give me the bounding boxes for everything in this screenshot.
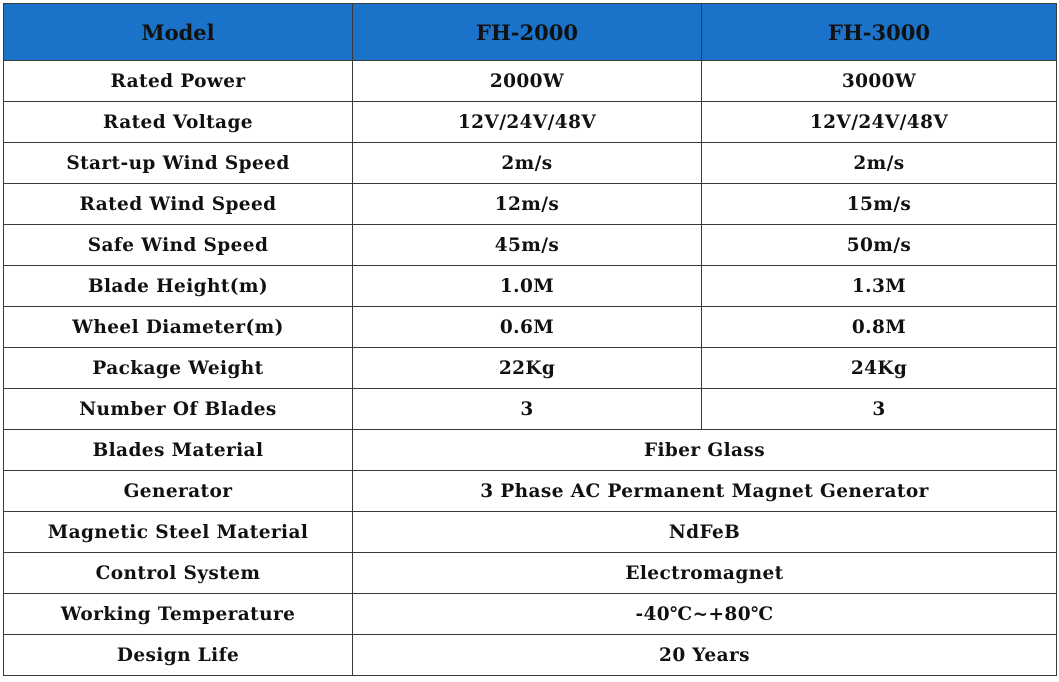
table-row: Rated Wind Speed 12m/s 15m/s xyxy=(3,183,1057,225)
row-label: Start-up Wind Speed xyxy=(3,142,353,184)
table-row-merged: Control System Electromagnet xyxy=(3,552,1057,594)
fh-3000-value: 0.8M xyxy=(701,306,1057,348)
header-fh-2000: FH-2000 xyxy=(352,3,702,61)
table-header: Model FH-2000 FH-3000 xyxy=(3,3,1057,61)
table-row: Package Weight 22Kg 24Kg xyxy=(3,347,1057,389)
row-label: Blade Height(m) xyxy=(3,265,353,307)
table-row: Wheel Diameter(m) 0.6M 0.8M xyxy=(3,306,1057,348)
table-row-merged: Working Temperature -40℃~+80℃ xyxy=(3,593,1057,635)
fh-2000-value: 2000W xyxy=(352,60,702,102)
fh-3000-value: 1.3M xyxy=(701,265,1057,307)
fh-2000-value: 1.0M xyxy=(352,265,702,307)
fh-3000-value: 3 xyxy=(701,388,1057,430)
row-label: Wheel Diameter(m) xyxy=(3,306,353,348)
table-row: Rated Voltage 12V/24V/48V 12V/24V/48V xyxy=(3,101,1057,143)
row-label: Generator xyxy=(3,470,353,512)
table-row: Number Of Blades 3 3 xyxy=(3,388,1057,430)
table-row: Safe Wind Speed 45m/s 50m/s xyxy=(3,224,1057,266)
table-row: Start-up Wind Speed 2m/s 2m/s xyxy=(3,142,1057,184)
header-row: Model FH-2000 FH-3000 xyxy=(3,3,1057,61)
fh-2000-value: 3 xyxy=(352,388,702,430)
table-row-merged: Blades Material Fiber Glass xyxy=(3,429,1057,471)
fh-2000-value: 12m/s xyxy=(352,183,702,225)
row-label: Design Life xyxy=(3,634,353,676)
row-label: Safe Wind Speed xyxy=(3,224,353,266)
fh-3000-value: 2m/s xyxy=(701,142,1057,184)
fh-3000-value: 24Kg xyxy=(701,347,1057,389)
row-label: Blades Material xyxy=(3,429,353,471)
fh-2000-value: 12V/24V/48V xyxy=(352,101,702,143)
shared-value: 20 Years xyxy=(352,634,1057,676)
table-row: Rated Power 2000W 3000W xyxy=(3,60,1057,102)
table-row-merged: Magnetic Steel Material NdFeB xyxy=(3,511,1057,553)
table-body: Rated Power 2000W 3000W Rated Voltage 12… xyxy=(3,60,1057,676)
fh-3000-value: 12V/24V/48V xyxy=(701,101,1057,143)
shared-value: 3 Phase AC Permanent Magnet Generator xyxy=(352,470,1057,512)
spec-table: Model FH-2000 FH-3000 Rated Power 2000W … xyxy=(3,3,1057,676)
row-label: Package Weight xyxy=(3,347,353,389)
row-label: Rated Wind Speed xyxy=(3,183,353,225)
shared-value: NdFeB xyxy=(352,511,1057,553)
fh-2000-value: 22Kg xyxy=(352,347,702,389)
fh-3000-value: 50m/s xyxy=(701,224,1057,266)
shared-value: Fiber Glass xyxy=(352,429,1057,471)
table-row-merged: Generator 3 Phase AC Permanent Magnet Ge… xyxy=(3,470,1057,512)
shared-value: -40℃~+80℃ xyxy=(352,593,1057,635)
row-label: Control System xyxy=(3,552,353,594)
fh-2000-value: 0.6M xyxy=(352,306,702,348)
table-row: Blade Height(m) 1.0M 1.3M xyxy=(3,265,1057,307)
shared-value: Electromagnet xyxy=(352,552,1057,594)
row-label: Rated Voltage xyxy=(3,101,353,143)
header-model: Model xyxy=(3,3,353,61)
header-fh-3000: FH-3000 xyxy=(701,3,1057,61)
fh-2000-value: 45m/s xyxy=(352,224,702,266)
row-label: Magnetic Steel Material xyxy=(3,511,353,553)
row-label: Rated Power xyxy=(3,60,353,102)
table-row-merged: Design Life 20 Years xyxy=(3,634,1057,676)
fh-2000-value: 2m/s xyxy=(352,142,702,184)
row-label: Working Temperature xyxy=(3,593,353,635)
row-label: Number Of Blades xyxy=(3,388,353,430)
fh-3000-value: 3000W xyxy=(701,60,1057,102)
fh-3000-value: 15m/s xyxy=(701,183,1057,225)
